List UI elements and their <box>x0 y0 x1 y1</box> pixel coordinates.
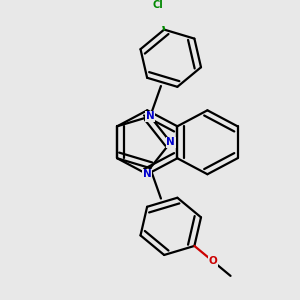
Text: N: N <box>166 137 175 147</box>
Text: O: O <box>208 256 217 266</box>
Text: Cl: Cl <box>153 0 164 10</box>
Text: N: N <box>143 169 152 179</box>
Text: N: N <box>146 111 154 122</box>
